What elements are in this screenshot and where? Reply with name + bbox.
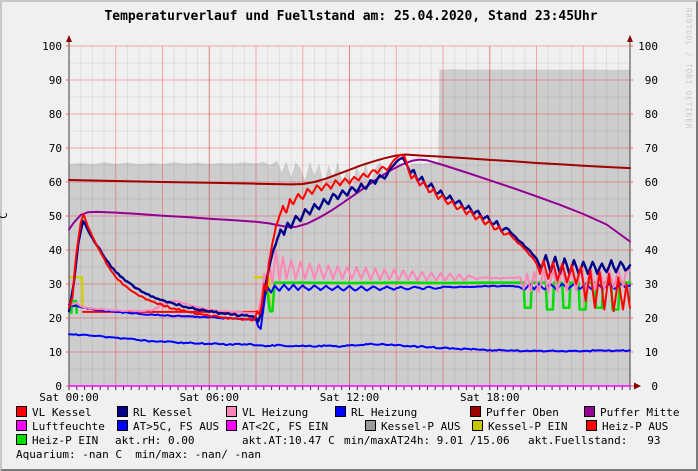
- x-axis-arrow: [634, 382, 641, 390]
- x-tick-label-sat-00-00: Sat 00:00: [39, 391, 99, 404]
- legend-label: Luftfeuchte: [32, 420, 105, 433]
- y-tick-label-left-70: 70: [48, 141, 62, 155]
- legend-label: Heiz-P AUS: [602, 420, 669, 433]
- legend-color-chip: [586, 420, 597, 431]
- stat-text-3: akt.Fuellstand: 93: [528, 434, 661, 447]
- y-tick-label-right-20: 20: [644, 311, 658, 325]
- y-tick-label-left-0: 0: [55, 379, 62, 393]
- legend-label: Heiz-P EIN: [32, 434, 99, 447]
- legend-item-vl-heizung: VL Heizung: [226, 406, 308, 419]
- legend-row-2: Luftfeuchte AT>5C, FS AUS AT<2C, FS EIN Kes…: [2, 420, 698, 434]
- series-area-kessel-p-aus: [69, 69, 630, 386]
- series-puffer-oben: [68, 153, 631, 186]
- legend-item-kessel-p-ein: Kessel-P EIN: [472, 420, 567, 433]
- y-tick-label-right-0: 0: [651, 379, 658, 393]
- series-rl-kessel: [67, 157, 632, 323]
- legend-item-luftfeuchte: Luftfeuchte: [16, 420, 105, 433]
- legend-color-chip: [226, 420, 237, 431]
- legend-color-chip: [365, 420, 376, 431]
- legend-color-chip: [117, 406, 128, 417]
- legend-item-puffer-mitte: Puffer Mitte: [584, 406, 679, 419]
- rrdtool-watermark: RRDTOOL / TOBI OETIKER: [684, 8, 693, 130]
- legend-color-chip: [16, 434, 27, 445]
- legend-item-kessel-p-aus: Kessel-P AUS: [365, 420, 460, 433]
- legend-label: Puffer Mitte: [600, 406, 680, 419]
- y-tick-label-right-30: 30: [644, 277, 658, 291]
- legend-color-chip: [226, 406, 237, 417]
- legend-label: Puffer Oben: [486, 406, 559, 419]
- y-tick-label-left-40: 40: [48, 243, 62, 257]
- y-tick-label-right-60: 60: [644, 175, 658, 189]
- aquarium-status-text: Aquarium: -nan C min/max: -nan/ -nan: [16, 448, 262, 461]
- legend-color-chip: [584, 406, 595, 417]
- y-tick-label-left-20: 20: [48, 311, 62, 325]
- legend-color-chip: [16, 420, 27, 431]
- y-tick-label-right-40: 40: [644, 243, 658, 257]
- legend-color-chip: [470, 406, 481, 417]
- x-tick-label-sat-06-00: Sat 06:00: [179, 391, 240, 404]
- y-tick-label-right-50: 50: [644, 209, 658, 223]
- temperature-chart: [66, 35, 641, 390]
- legend-color-chip: [335, 406, 346, 417]
- series-at-5c-fs-aus: [68, 333, 631, 353]
- legend-label: Kessel-P EIN: [488, 420, 568, 433]
- x-tick-label-sat-12-00: Sat 12:00: [319, 391, 380, 404]
- stat-text-0: akt.rH: 0.00: [115, 434, 195, 447]
- legend-item-vl-kessel: VL Kessel: [16, 406, 92, 419]
- stat-text-2: min/maxAT24h: 9.01 /15.06: [344, 434, 510, 447]
- legend-item-puffer-oben: Puffer Oben: [470, 406, 559, 419]
- legend-color-chip: [16, 406, 27, 417]
- legend-label: VL Kessel: [32, 406, 92, 419]
- y-tick-label-left-60: 60: [48, 175, 62, 189]
- y-tick-label-right-80: 80: [644, 107, 658, 121]
- y-axis-label: C: [0, 212, 10, 219]
- series-heiz-p-ein: [70, 299, 78, 315]
- y-tick-label-left-90: 90: [48, 73, 62, 87]
- y-tick-label-right-10: 10: [644, 345, 658, 359]
- legend-item-heiz-p-aus: Heiz-P AUS: [586, 420, 668, 433]
- series-heiz-p-ein: [261, 281, 632, 315]
- legend-row-1: VL Kessel RL Kessel VL Heizung RL Heizung Pu…: [2, 406, 698, 420]
- series-puffer-mitte: [68, 158, 631, 243]
- legend-label: AT<2C, FS EIN: [242, 420, 329, 433]
- legend-label: RL Heizung: [351, 406, 418, 419]
- legend-label: RL Kessel: [133, 406, 193, 419]
- y-tick-label-right-100: 100: [638, 39, 658, 53]
- legend-label: Kessel-P AUS: [381, 420, 461, 433]
- stat-text-1: akt.AT:10.47 C: [242, 434, 335, 447]
- y-tick-label-right-90: 90: [644, 73, 658, 87]
- x-tick-label-sat-18-00: Sat 18:00: [459, 391, 520, 404]
- y-tick-label-left-100: 100: [42, 39, 62, 53]
- y-tick-label-right-70: 70: [644, 141, 658, 155]
- legend-item-at-5c-fs-aus: AT>5C, FS AUS: [117, 420, 219, 433]
- page-title: Temperaturverlauf und Fuellstand am: 25.…: [104, 9, 598, 24]
- legend-item-at-2c-fs-ein: AT<2C, FS EIN: [226, 420, 328, 433]
- y-axis-arrow-right: [627, 35, 633, 42]
- legend-item-heiz-p-ein: Heiz-P EIN: [16, 434, 98, 447]
- series-vl-heizung: [68, 249, 631, 315]
- y-tick-label-left-50: 50: [48, 209, 62, 223]
- legend-item-rl-kessel: RL Kessel: [117, 406, 193, 419]
- legend-row-4: Aquarium: -nan C min/max: -nan/ -nan: [2, 448, 698, 462]
- y-tick-label-left-10: 10: [48, 345, 62, 359]
- y-axis-arrow-left: [66, 35, 72, 42]
- legend-item-rl-heizung: RL Heizung: [335, 406, 417, 419]
- y-tick-label-left-30: 30: [48, 277, 62, 291]
- legend-label: VL Heizung: [242, 406, 309, 419]
- legend-color-chip: [472, 420, 483, 431]
- legend-color-chip: [117, 420, 128, 431]
- y-tick-label-left-80: 80: [48, 107, 62, 121]
- legend-label: AT>5C, FS AUS: [133, 420, 220, 433]
- legend-row-3: Heiz-P EIN akt.rH: 0.00 akt.AT:10.47 C min/…: [2, 434, 698, 448]
- series-vl-kessel: [68, 153, 631, 322]
